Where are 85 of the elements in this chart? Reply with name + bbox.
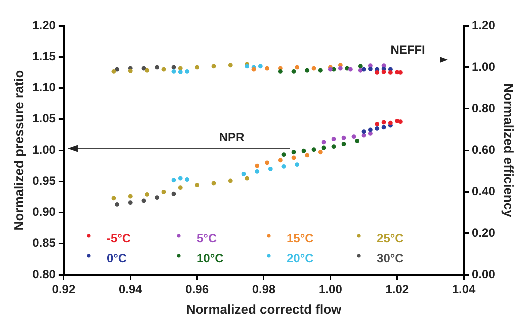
point (245, 176, 250, 181)
point (112, 196, 116, 201)
x-tick-label: 1.00 (319, 282, 343, 297)
point (115, 202, 120, 207)
point (145, 192, 150, 197)
point (382, 125, 386, 130)
point (268, 166, 273, 172)
point (172, 178, 176, 183)
point (305, 153, 310, 158)
x-tick-label: 0.98 (252, 282, 276, 297)
point (332, 144, 336, 149)
y-axis-title: Normalized pressure ratio (11, 70, 26, 231)
y-tick-label: 1.05 (32, 112, 56, 126)
point (212, 181, 216, 186)
point (355, 138, 360, 144)
point (282, 164, 286, 169)
point (398, 120, 403, 124)
point (195, 183, 200, 188)
legend-label: 20°C (287, 251, 314, 266)
point (382, 120, 386, 125)
x-tick-label: 0.92 (52, 282, 76, 297)
point (282, 152, 286, 158)
annotation: NEFFI (390, 43, 426, 58)
x-tick-label: 0.96 (186, 282, 210, 297)
y-tick-label: 1.00 (32, 142, 56, 157)
point (375, 122, 380, 127)
point (312, 148, 316, 152)
legend-label: 15°C (287, 231, 314, 246)
point (228, 178, 233, 184)
y-tick-label: 0.95 (32, 174, 56, 188)
legend-label: -5°C (106, 231, 132, 246)
point (318, 150, 323, 155)
x-axis-title: Normalized correctd flow (186, 302, 343, 317)
annotation: NPR (219, 130, 245, 144)
point (142, 198, 146, 204)
y2-tick-label: 0.00 (472, 267, 496, 282)
y2-tick-label: 1.00 (472, 60, 496, 74)
y-tick-label: 0.90 (32, 205, 56, 220)
point (388, 120, 393, 126)
y2-tick-label: 0.40 (472, 184, 496, 198)
point (178, 186, 183, 190)
y2-tick-label: 0.80 (472, 101, 496, 116)
point (255, 164, 260, 168)
point (255, 169, 260, 174)
point (128, 194, 133, 199)
y2-tick-label: 1.20 (472, 18, 496, 32)
point (128, 200, 133, 205)
point (342, 142, 346, 146)
point (155, 196, 160, 200)
point (295, 162, 300, 168)
y2-tick-label: 0.20 (472, 226, 496, 240)
point (302, 148, 306, 154)
point (292, 150, 296, 155)
y2-tick-label: 0.60 (472, 142, 496, 157)
y-tick-label: 0.85 (32, 236, 56, 250)
y-tick-label: 1.20 (32, 18, 56, 32)
legend-label: 5°C (196, 231, 218, 246)
y-tick-label: 1.10 (32, 80, 56, 95)
point (322, 140, 326, 145)
point (278, 158, 283, 163)
point (172, 192, 176, 196)
point (185, 178, 190, 182)
legend-label: 10°C (196, 251, 224, 266)
point (368, 128, 373, 132)
x-tick-label: 0.94 (118, 282, 143, 297)
legend-label: 30°C (377, 251, 404, 266)
point (375, 126, 380, 131)
x-tick-label: 1.04 (452, 282, 476, 297)
point (362, 130, 366, 134)
y-tick-label: 0.80 (32, 267, 56, 282)
point (265, 160, 270, 166)
point (342, 136, 346, 140)
y2-axis-title: Normalized efficiency (502, 84, 517, 218)
point (162, 190, 166, 194)
x-tick-label: 1.02 (386, 282, 410, 297)
legend-label: 25°C (377, 231, 404, 246)
point (322, 146, 326, 150)
point (368, 131, 373, 136)
legend-label: 0°C (106, 251, 128, 266)
point (332, 137, 336, 142)
point (242, 172, 246, 176)
point (178, 176, 183, 181)
point (292, 156, 296, 160)
point (352, 134, 356, 140)
y-tick-label: 1.15 (32, 49, 56, 64)
